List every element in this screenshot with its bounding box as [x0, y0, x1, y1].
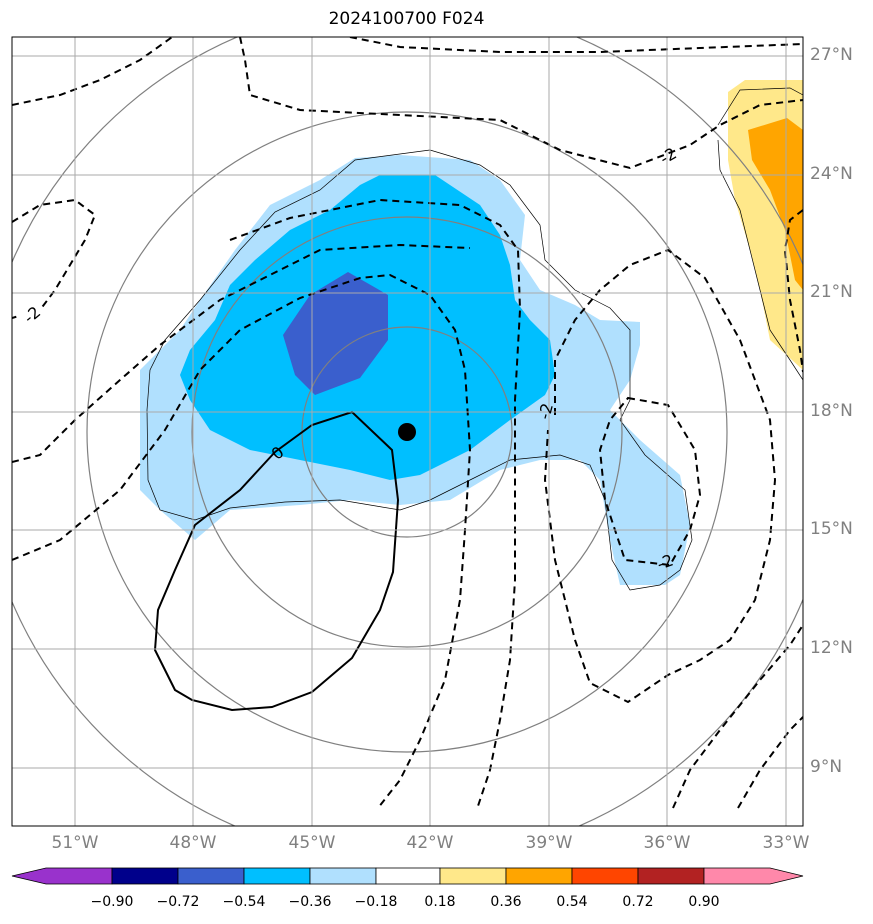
colorbar-label: −0.54	[222, 894, 266, 910]
lat-label: 9°N	[810, 757, 843, 777]
colorbar-label: 0.72	[622, 894, 654, 910]
lon-label: 45°W	[288, 833, 336, 853]
lon-label: 39°W	[525, 833, 573, 853]
contour-thin-outline	[146, 149, 693, 591]
lon-label: 36°W	[643, 833, 691, 853]
colorbar-label: −0.72	[156, 894, 200, 910]
colorbar-label: 0.54	[556, 894, 588, 910]
shading-royal-blue	[283, 272, 388, 395]
contour-thin-outline-2	[717, 87, 803, 381]
storm-center-dot	[398, 423, 416, 441]
lat-label: 18°N	[810, 401, 853, 421]
contour-label: -2	[20, 302, 44, 327]
colorbar-label: −0.36	[288, 894, 332, 910]
lat-label: 27°N	[810, 45, 853, 65]
colorbar-label: 0.90	[688, 894, 720, 910]
lat-label: 15°N	[810, 519, 853, 539]
gridlines	[12, 37, 803, 826]
lon-label: 33°W	[762, 833, 810, 853]
zero-contour	[153, 410, 400, 712]
range-rings	[12, 37, 803, 826]
shading-orange	[748, 118, 803, 290]
colorbar	[11, 867, 804, 885]
lon-label: 51°W	[51, 833, 99, 853]
colorbar-label: −0.18	[354, 894, 398, 910]
map-title: 2024100700 F024	[328, 9, 485, 29]
contour-label: -2	[654, 550, 675, 573]
lon-label: 48°W	[169, 833, 217, 853]
colorbar-label: 0.36	[490, 894, 522, 910]
lat-label: 21°N	[810, 282, 853, 302]
lat-label: 24°N	[810, 164, 853, 184]
dashed-contours	[12, 37, 803, 809]
lat-label: 12°N	[810, 638, 853, 658]
lon-label: 42°W	[406, 833, 454, 853]
map-frame	[11, 36, 804, 827]
contour-label: -2	[534, 401, 556, 421]
colorbar-label: −0.90	[90, 894, 134, 910]
colorbar-label: 0.18	[424, 894, 456, 910]
